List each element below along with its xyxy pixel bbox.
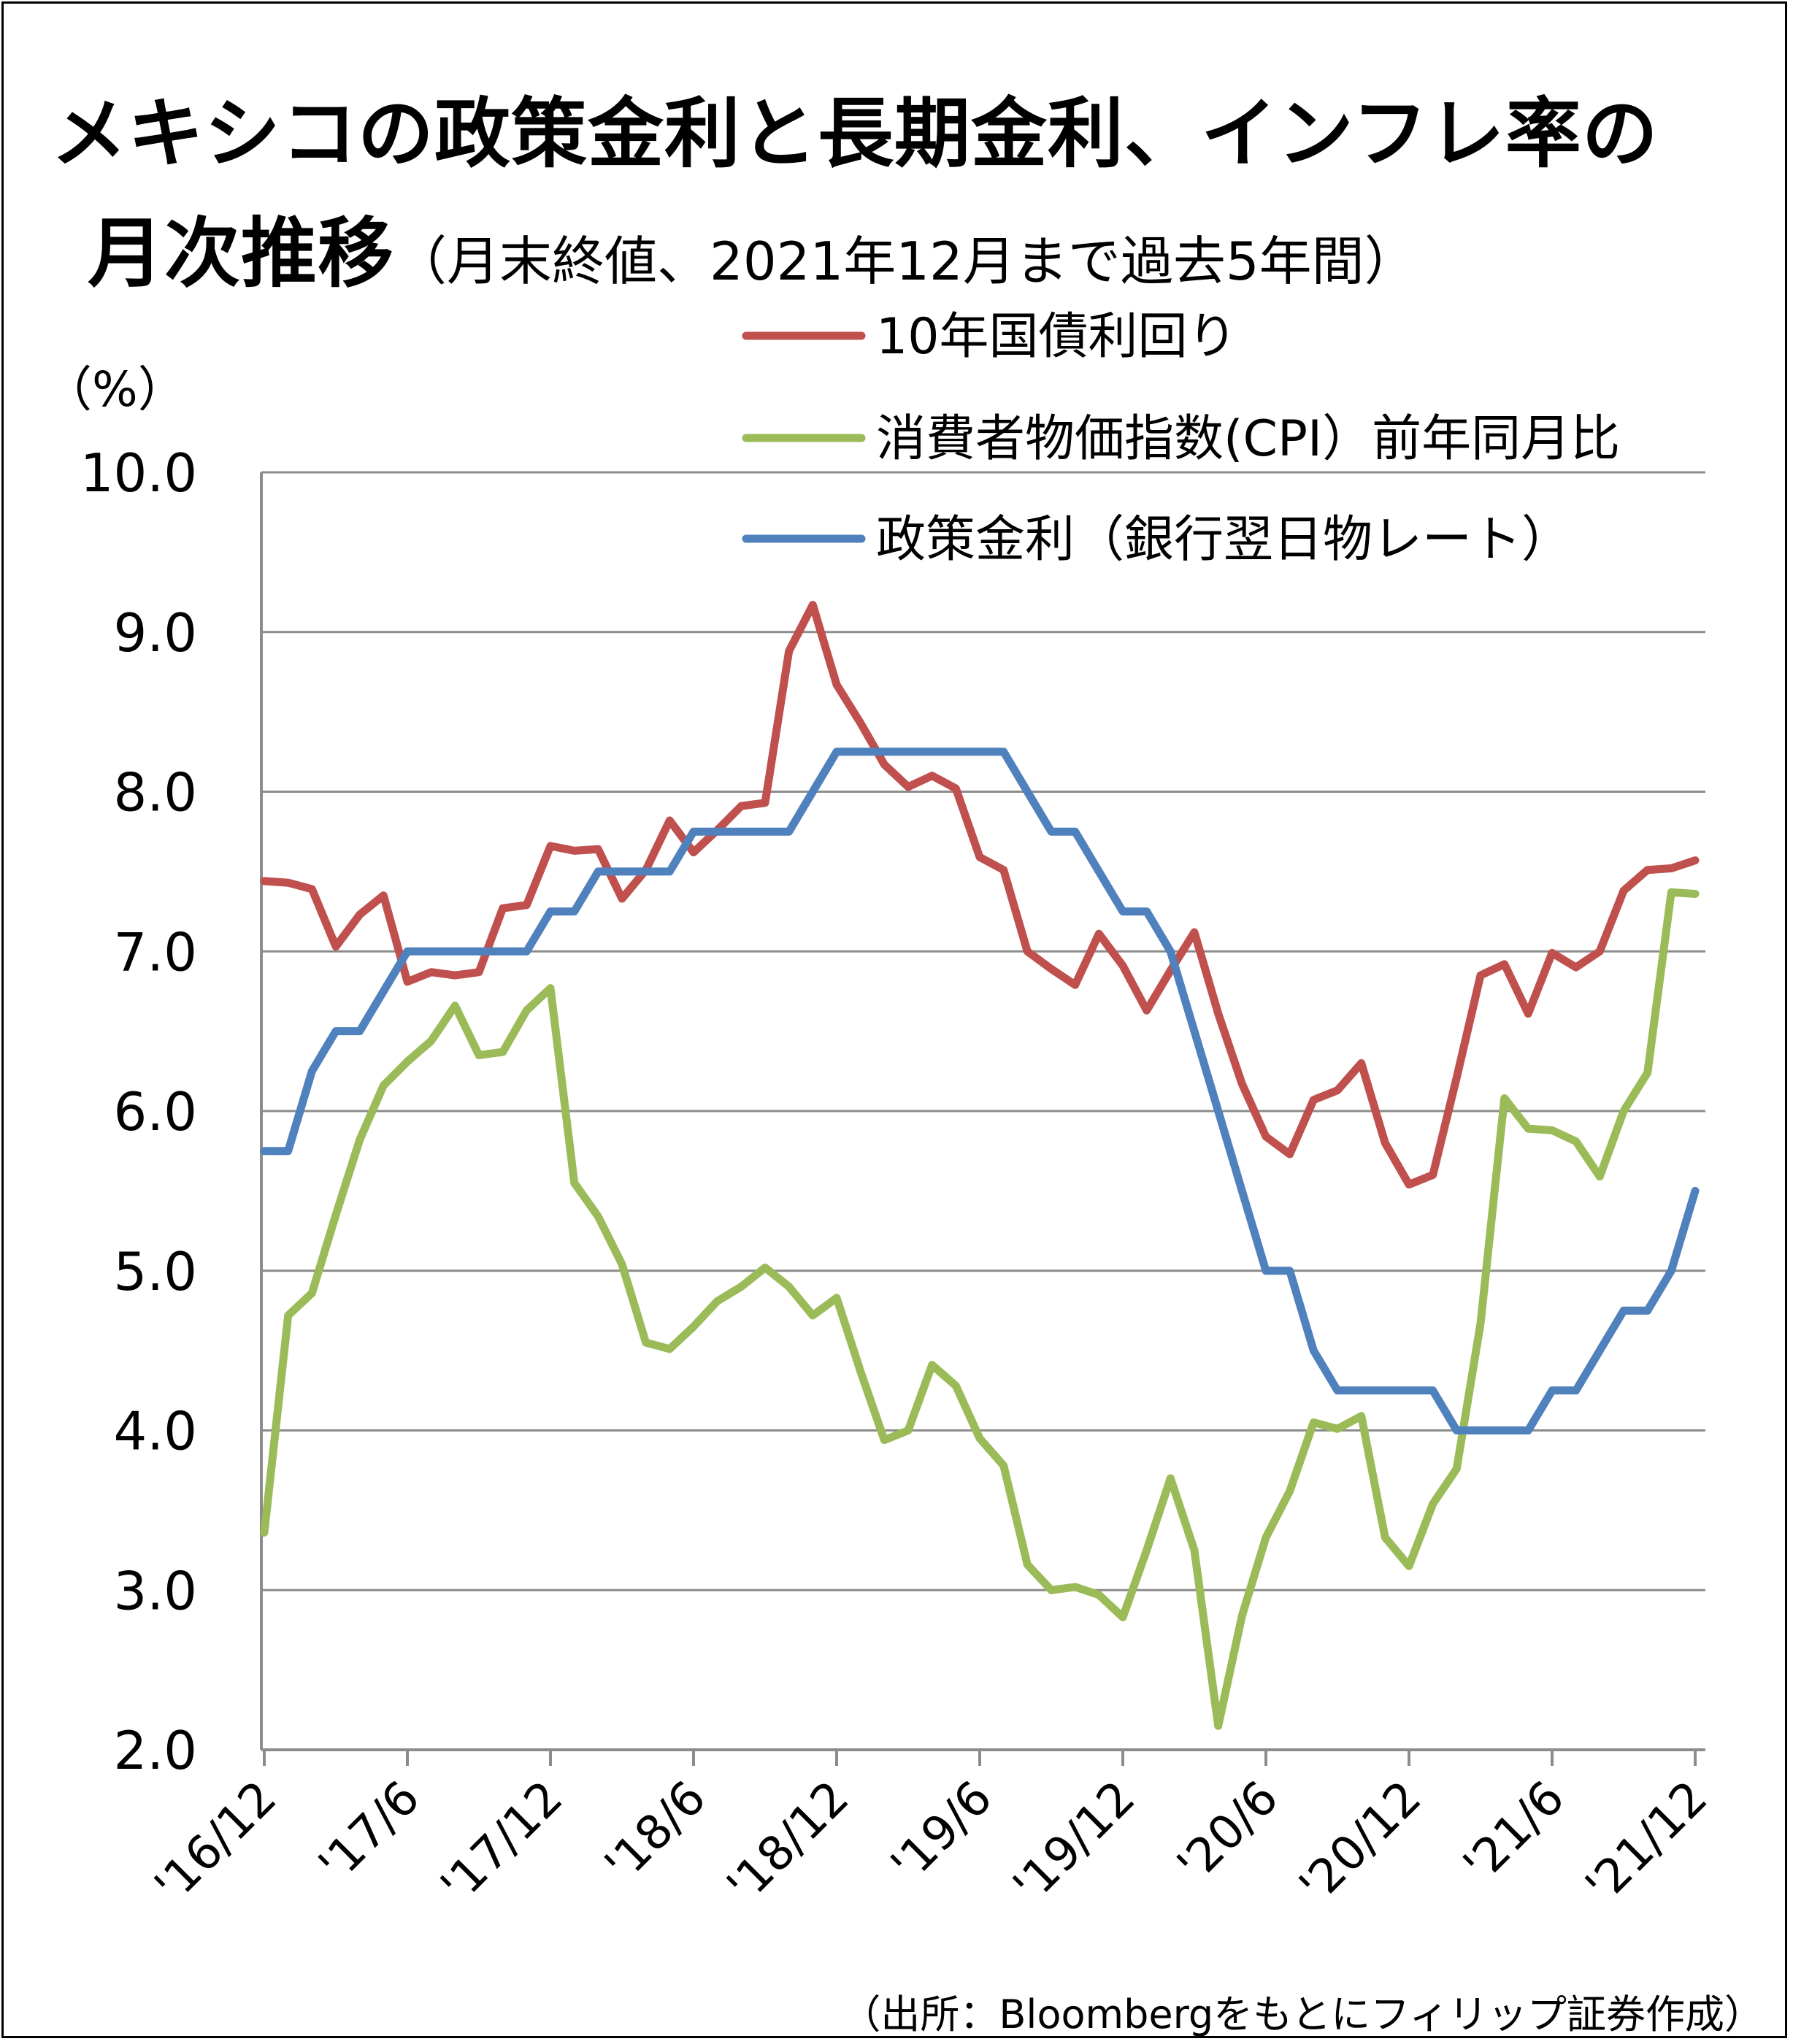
x-tick-label: '18/6 (595, 1771, 716, 1892)
legend-label-2: 政策金利（銀行翌日物レート） (876, 511, 1571, 569)
y-tick-label: 10.0 (80, 442, 197, 504)
y-axis-unit: （%） (44, 361, 186, 418)
y-tick-label: 9.0 (113, 602, 197, 664)
legend-label-0: 10年国債利回り (876, 308, 1237, 366)
x-tick-label: '19/6 (881, 1771, 1002, 1892)
x-tick-label: '16/12 (145, 1771, 287, 1913)
series-lines (260, 601, 1700, 1730)
y-tick-label: 4.0 (113, 1401, 197, 1462)
y-tick-label: 7.0 (113, 921, 197, 983)
chart-title: メキシコの政策金利と長期金利、インフレ率の (51, 89, 1659, 178)
x-tick-label: '21/6 (1454, 1771, 1575, 1892)
x-tick-label: '20/6 (1167, 1771, 1289, 1892)
y-tick-label: 8.0 (113, 762, 197, 823)
x-tick-label: '17/6 (309, 1771, 430, 1892)
legend-label-1: 消費者物価指数(CPI）前年同月比 (876, 410, 1620, 468)
series-line-1 (260, 888, 1700, 1730)
x-tick-label: '17/12 (431, 1771, 573, 1913)
x-tick-labels: '16/12'17/6'17/12'18/6'18/12'19/6'19/12 '… (145, 1771, 1718, 1913)
chart-subtitle: 月次推移（月末終値、2021年12月まで過去5年間） (88, 191, 1417, 301)
x-tick-label: '20/12 (1289, 1771, 1432, 1913)
series-line-0 (260, 601, 1700, 1189)
x-tick-label: '18/12 (717, 1771, 859, 1913)
series-line-2 (260, 748, 1700, 1434)
source-note: （出所：Bloombergをもとにフィリップ証券作成） (841, 1991, 1764, 2037)
x-tick-label: '19/12 (1003, 1771, 1145, 1913)
x-tick-label: '21/12 (1575, 1771, 1718, 1913)
y-tick-labels: 10.0 9.0 8.0 7.0 6.0 5.0 4.0 3.0 2.0 (80, 442, 197, 1781)
y-tick-label: 5.0 (113, 1241, 197, 1302)
y-tick-label: 2.0 (113, 1720, 197, 1781)
y-tick-label: 6.0 (113, 1081, 197, 1142)
axes (260, 472, 1705, 1766)
chart-title-line2: 月次推移 (88, 209, 395, 298)
y-tick-label: 3.0 (113, 1560, 197, 1621)
gridlines (261, 471, 1705, 1591)
chart-title-note: （月末終値、2021年12月まで過去5年間） (394, 231, 1417, 292)
